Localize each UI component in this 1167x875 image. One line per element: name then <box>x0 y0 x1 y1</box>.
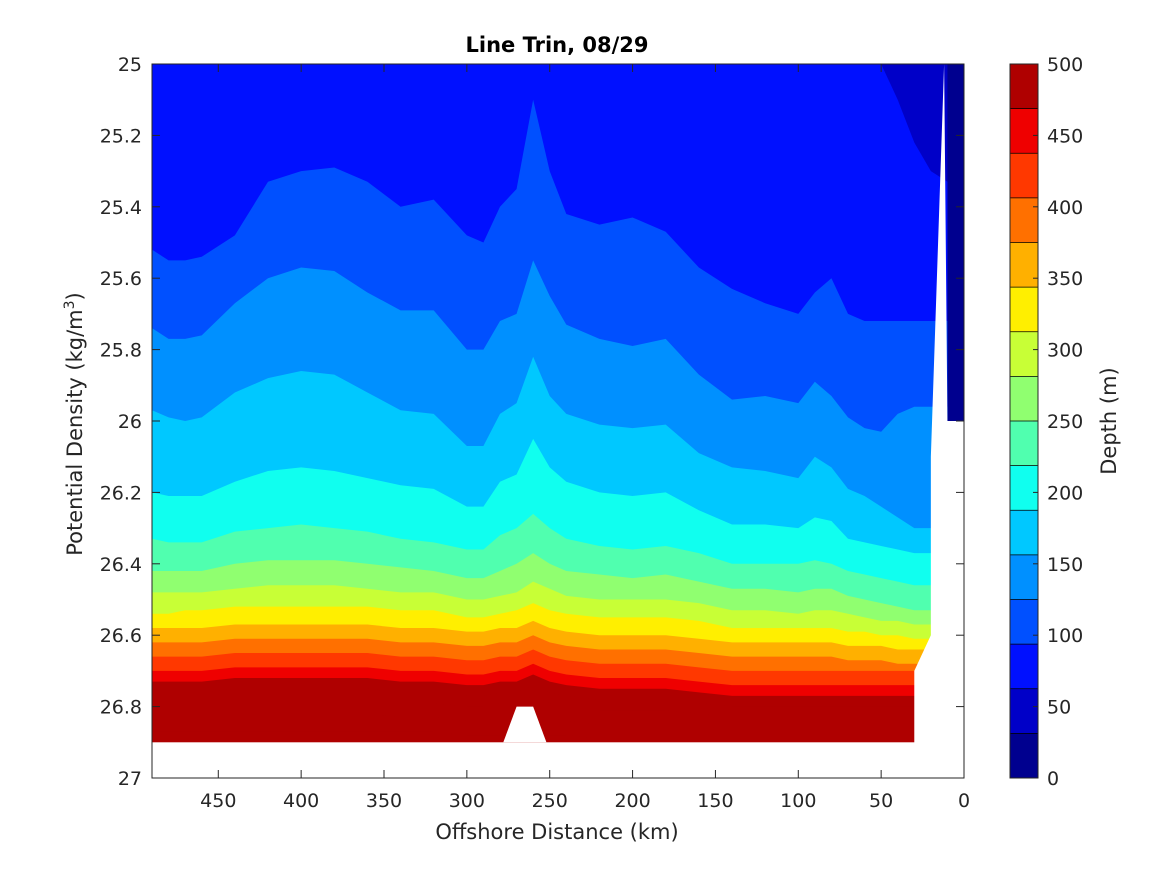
colorbar: 0 50 100 150 200 250 300 350 400 450 500 <box>1009 54 1083 790</box>
y-axis-label-close: ) <box>63 292 87 300</box>
colorbar-segment <box>1010 421 1038 466</box>
y-axis-label-sup: 3 <box>62 300 78 309</box>
colorbar-tick-label: 50 <box>1047 697 1071 719</box>
x-tick-label: 150 <box>697 790 733 812</box>
y-tick-label: 25 <box>118 54 142 76</box>
colorbar-segment <box>1010 197 1038 243</box>
y-tick-label: 27 <box>118 768 142 790</box>
x-tick-label: 0 <box>958 790 970 812</box>
colorbar-tick-label: 450 <box>1047 125 1083 147</box>
colorbar-segment <box>1010 287 1038 332</box>
x-tick-label: 50 <box>869 790 893 812</box>
colorbar-tick-label: 500 <box>1047 54 1083 76</box>
y-tick-label: 26.6 <box>100 625 142 647</box>
x-tick-label: 100 <box>780 790 816 812</box>
colorbar-segment <box>1010 64 1038 109</box>
no-data-region-notch <box>503 706 547 743</box>
y-tick-label: 26 <box>118 411 142 433</box>
colorbar-tick-label: 0 <box>1047 768 1059 790</box>
colorbar-segment <box>1010 242 1038 288</box>
colorbar-tick-label: 100 <box>1047 625 1083 647</box>
y-axis-label: Potential Density (kg/m3) <box>62 292 87 556</box>
no-data-region-right-edge <box>914 64 964 778</box>
colorbar-segment <box>1010 108 1038 154</box>
y-tick-label: 26.8 <box>100 697 142 719</box>
colorbar-tick-label: 350 <box>1047 268 1083 290</box>
y-tick-label: 26.2 <box>100 482 142 504</box>
colorbar-segment <box>1010 688 1038 734</box>
colorbar-tick-label: 300 <box>1047 340 1083 362</box>
chart-title: Line Trin, 08/29 <box>465 33 648 57</box>
contour-band-475 <box>152 728 948 743</box>
x-tick-label: 350 <box>366 790 402 812</box>
plot-area <box>152 64 964 778</box>
colorbar-segment <box>1010 331 1038 377</box>
colorbar-segment <box>1010 554 1038 600</box>
colorbar-tick-label: 150 <box>1047 554 1083 576</box>
colorbar-segment <box>1010 510 1038 555</box>
colorbar-tick-label: 250 <box>1047 411 1083 433</box>
x-tick-label: 450 <box>200 790 236 812</box>
x-tick-label: 200 <box>614 790 650 812</box>
x-tick-label: 300 <box>449 790 485 812</box>
y-axis-label-main: Potential Density (kg/m <box>63 309 87 555</box>
y-tick-label: 25.4 <box>100 197 142 219</box>
colorbar-label: Depth (m) <box>1097 367 1121 474</box>
colorbar-segment <box>1010 733 1038 778</box>
axes: 450 400 350 300 250 200 150 100 50 0 25 25.2 25.4 25.… <box>100 54 970 812</box>
y-tick-label: 26.4 <box>100 554 142 576</box>
colorbar-segment <box>1010 465 1038 511</box>
colorbar-segment <box>1010 376 1038 421</box>
no-data-region-bottom <box>152 742 964 778</box>
y-tick-label: 25.2 <box>100 125 142 147</box>
colorbar-segment <box>1010 153 1038 198</box>
y-tick-label: 25.6 <box>100 268 142 290</box>
colorbar-tick-label: 400 <box>1047 197 1083 219</box>
x-tick-label: 250 <box>532 790 568 812</box>
colorbar-tick-label: 200 <box>1047 482 1083 504</box>
colorbar-segment <box>1010 599 1038 645</box>
y-tick-label: 25.8 <box>100 340 142 362</box>
colorbar-segment <box>1010 644 1038 689</box>
x-tick-label: 400 <box>283 790 319 812</box>
x-axis-label: Offshore Distance (km) <box>435 820 678 844</box>
